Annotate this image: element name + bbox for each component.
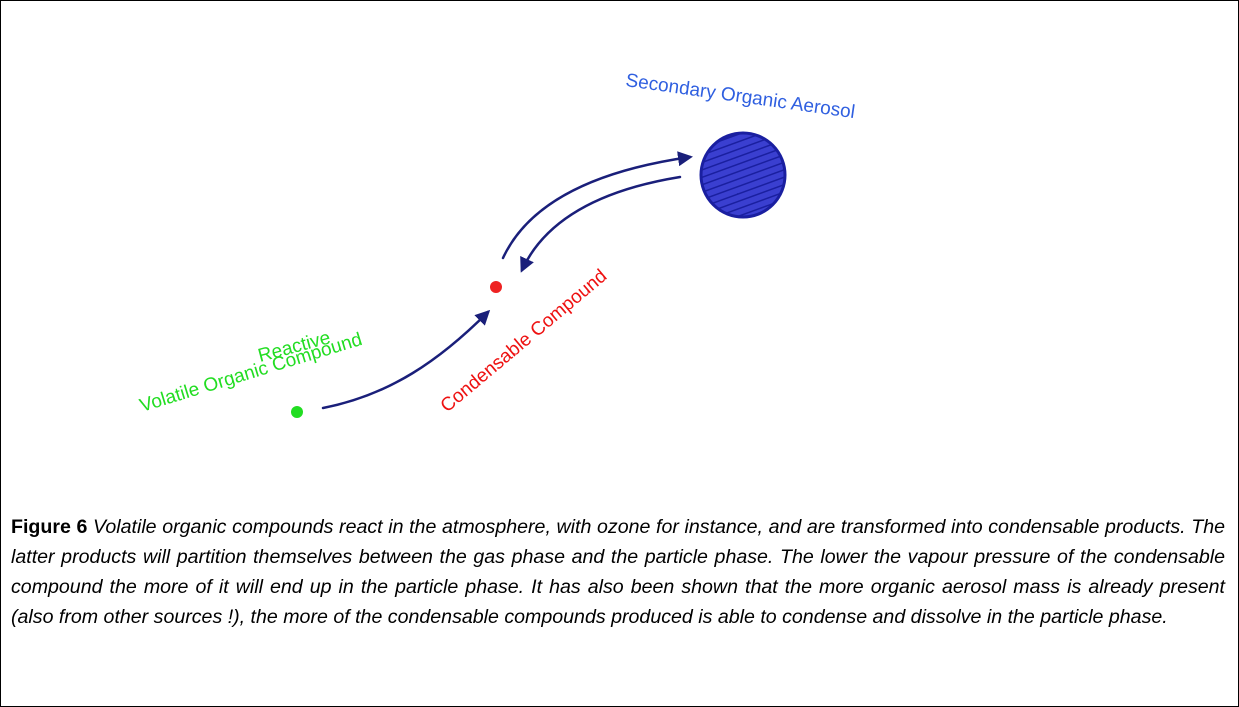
caption-text: Volatile organic compounds react in the … bbox=[11, 516, 1225, 628]
arrow bbox=[501, 151, 693, 260]
condensable-dot bbox=[490, 281, 502, 293]
voc-label: Volatile Organic Compound bbox=[137, 329, 364, 417]
soa-label: Secondary Organic Aerosol bbox=[624, 70, 856, 123]
arrow bbox=[321, 309, 491, 410]
arrow bbox=[520, 175, 682, 273]
caption-label: Figure 6 bbox=[11, 516, 88, 538]
condensable-label: Condensable Compound bbox=[437, 266, 612, 417]
voc-dot bbox=[291, 406, 303, 418]
caption: Figure 6 Volatile organic compounds reac… bbox=[11, 512, 1225, 632]
arrows bbox=[321, 151, 693, 410]
aerosol-particle bbox=[699, 131, 787, 219]
